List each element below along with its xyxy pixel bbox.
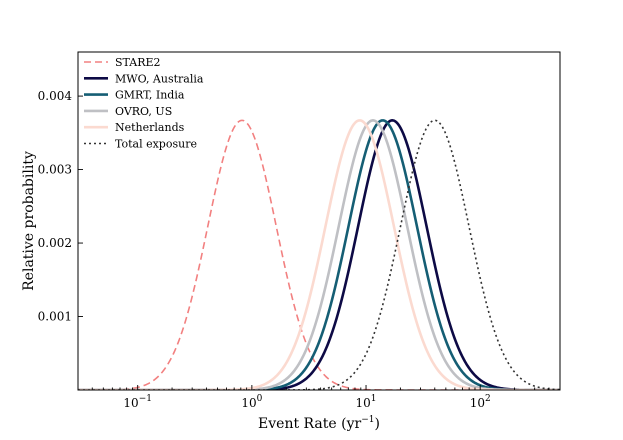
x-tick-label: 102 — [470, 394, 491, 410]
legend-item: OVRO, US — [84, 105, 172, 118]
plot-area — [78, 119, 560, 390]
x-tick-label: 100 — [241, 394, 262, 410]
series-line-stare2 — [78, 119, 560, 390]
y-tick-label: 0.004 — [38, 89, 73, 103]
series-line-total-exposure — [78, 119, 560, 390]
legend-label: MWO, Australia — [115, 72, 204, 85]
x-tick-label: 101 — [356, 394, 377, 410]
legend-label: OVRO, US — [115, 105, 172, 118]
legend-item: GMRT, India — [84, 89, 185, 102]
legend-label: Netherlands — [115, 121, 185, 134]
x-tick-label: 10−1 — [123, 394, 152, 410]
legend-label: STARE2 — [115, 56, 161, 69]
y-tick-label: 0.002 — [38, 236, 72, 250]
x-axis-label: Event Rate (yr−1) — [258, 415, 380, 432]
legend-item: MWO, Australia — [84, 72, 204, 85]
x-axis: 10−1 100 101 102 — [77, 385, 561, 410]
y-axis: 0.001 0.002 0.003 0.004 — [38, 89, 83, 324]
legend-item: Total exposure — [84, 138, 197, 151]
series-line-mwo-australia — [78, 119, 560, 390]
series-line-gmrt-india — [78, 119, 560, 390]
legend-label: Total exposure — [115, 138, 197, 151]
y-tick-label: 0.001 — [38, 310, 72, 324]
legend-item: STARE2 — [84, 56, 161, 69]
legend: STARE2 MWO, Australia GMRT, India OVRO, US N… — [84, 56, 204, 151]
legend-label: GMRT, India — [115, 89, 185, 102]
legend-item: Netherlands — [84, 121, 185, 134]
plot-frame — [77, 51, 561, 391]
y-tick-label: 0.003 — [38, 163, 72, 177]
series-line-ovro-us — [78, 119, 560, 390]
y-axis-label: Relative probability — [21, 151, 37, 291]
series-line-netherlands — [78, 119, 560, 390]
